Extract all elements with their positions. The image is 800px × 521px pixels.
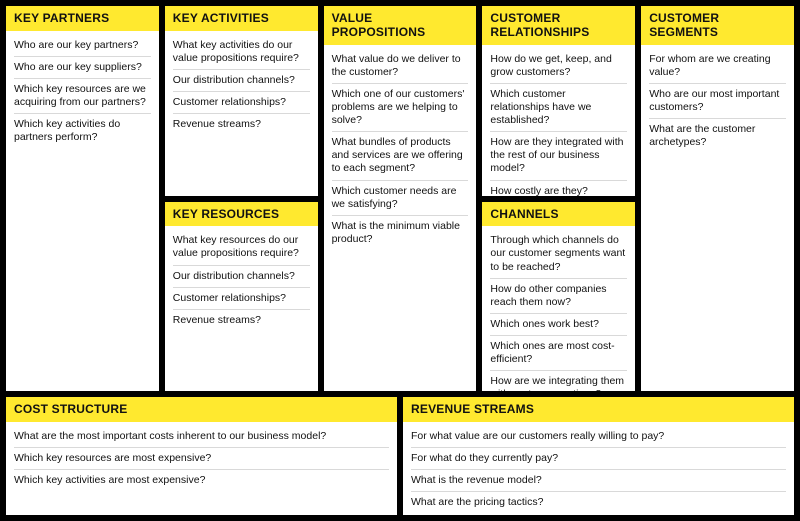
block-value-propositions: VALUE PROPOSITIONS What value do we deli… xyxy=(324,6,477,391)
block-channels: CHANNELS Through which channels do our c… xyxy=(482,202,635,392)
question-item: Which ones are most cost-efficient? xyxy=(490,336,627,371)
question-item: For what do they currently pay? xyxy=(411,448,786,470)
question-item: What key activities do our value proposi… xyxy=(173,35,310,70)
col-activities-resources: KEY ACTIVITIES What key activities do ou… xyxy=(165,6,318,391)
body-customer-segments: For whom are we creating value?Who are o… xyxy=(641,45,794,391)
question-item: How do other companies reach them now? xyxy=(490,279,627,314)
body-cost-structure: What are the most important costs inhere… xyxy=(6,422,397,515)
question-item: Our distribution channels? xyxy=(173,70,310,92)
body-key-resources: What key resources do our value proposit… xyxy=(165,226,318,391)
header-customer-segments: CUSTOMER SEGMENTS xyxy=(641,6,794,45)
question-item: Who are our key suppliers? xyxy=(14,57,151,79)
question-item: Which key resources are we acquiring fro… xyxy=(14,79,151,114)
header-channels: CHANNELS xyxy=(482,202,635,227)
col-customer-segments: CUSTOMER SEGMENTS For whom are we creati… xyxy=(641,6,794,391)
body-customer-relationships: How do we get, keep, and grow customers?… xyxy=(482,45,635,196)
header-cost-structure: COST STRUCTURE xyxy=(6,397,397,422)
body-revenue-streams: For what value are our customers really … xyxy=(403,422,794,515)
question-item: What value do we deliver to the customer… xyxy=(332,49,469,84)
body-key-partners: Who are our key partners?Who are our key… xyxy=(6,31,159,391)
header-key-partners: KEY PARTNERS xyxy=(6,6,159,31)
question-item: Which key activities are most expensive? xyxy=(14,470,389,491)
body-key-activities: What key activities do our value proposi… xyxy=(165,31,318,196)
block-key-resources: KEY RESOURCES What key resources do our … xyxy=(165,202,318,392)
question-item: Customer relationships? xyxy=(173,288,310,310)
question-item: Our distribution channels? xyxy=(173,266,310,288)
question-item: Through which channels do our customer s… xyxy=(490,230,627,278)
question-item: Revenue streams? xyxy=(173,310,310,331)
header-key-activities: KEY ACTIVITIES xyxy=(165,6,318,31)
block-revenue-streams: REVENUE STREAMS For what value are our c… xyxy=(403,397,794,515)
col-value-propositions: VALUE PROPOSITIONS What value do we deli… xyxy=(324,6,477,391)
question-item: Which ones work best? xyxy=(490,314,627,336)
question-item: Revenue streams? xyxy=(173,114,310,135)
header-revenue-streams: REVENUE STREAMS xyxy=(403,397,794,422)
bottom-row: COST STRUCTURE What are the most importa… xyxy=(6,397,794,515)
header-customer-relationships: CUSTOMER RELATIONSHIPS xyxy=(482,6,635,45)
block-key-partners: KEY PARTNERS Who are our key partners?Wh… xyxy=(6,6,159,391)
question-item: Customer relationships? xyxy=(173,92,310,114)
question-item: Who are our key partners? xyxy=(14,35,151,57)
question-item: What is the revenue model? xyxy=(411,470,786,492)
question-item: Which one of our customers' problems are… xyxy=(332,84,469,132)
header-key-resources: KEY RESOURCES xyxy=(165,202,318,227)
question-item: How are we integrating them with custome… xyxy=(490,371,627,391)
question-item: How costly are they? xyxy=(490,181,627,196)
body-value-propositions: What value do we deliver to the customer… xyxy=(324,45,477,391)
question-item: What is the minimum viable product? xyxy=(332,216,469,250)
question-item: What are the customer archetypes? xyxy=(649,119,786,153)
question-item: What are the most important costs inhere… xyxy=(14,426,389,448)
question-item: Which key activities do partners perform… xyxy=(14,114,151,148)
question-item: What key resources do our value proposit… xyxy=(173,230,310,265)
question-item: What bundles of products and services ar… xyxy=(332,132,469,180)
col-key-partners: KEY PARTNERS Who are our key partners?Wh… xyxy=(6,6,159,391)
question-item: How are they integrated with the rest of… xyxy=(490,132,627,180)
business-model-canvas: KEY PARTNERS Who are our key partners?Wh… xyxy=(0,0,800,521)
block-customer-segments: CUSTOMER SEGMENTS For whom are we creati… xyxy=(641,6,794,391)
col-relationships-channels: CUSTOMER RELATIONSHIPS How do we get, ke… xyxy=(482,6,635,391)
question-item: Which customer relationships have we est… xyxy=(490,84,627,132)
question-item: What are the pricing tactics? xyxy=(411,492,786,513)
question-item: How do we get, keep, and grow customers? xyxy=(490,49,627,84)
question-item: Which key resources are most expensive? xyxy=(14,448,389,470)
question-item: Who are our most important customers? xyxy=(649,84,786,119)
block-customer-relationships: CUSTOMER RELATIONSHIPS How do we get, ke… xyxy=(482,6,635,196)
body-channels: Through which channels do our customer s… xyxy=(482,226,635,391)
header-value-propositions: VALUE PROPOSITIONS xyxy=(324,6,477,45)
question-item: Which customer needs are we satisfying? xyxy=(332,181,469,216)
block-cost-structure: COST STRUCTURE What are the most importa… xyxy=(6,397,397,515)
question-item: For whom are we creating value? xyxy=(649,49,786,84)
block-key-activities: KEY ACTIVITIES What key activities do ou… xyxy=(165,6,318,196)
question-item: For what value are our customers really … xyxy=(411,426,786,448)
top-row: KEY PARTNERS Who are our key partners?Wh… xyxy=(6,6,794,391)
